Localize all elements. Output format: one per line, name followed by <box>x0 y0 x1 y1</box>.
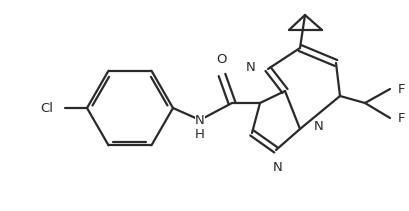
Text: F: F <box>397 83 405 96</box>
Text: H: H <box>195 127 204 141</box>
Text: Cl: Cl <box>40 101 53 115</box>
Text: N: N <box>272 161 282 174</box>
Text: N: N <box>246 61 255 73</box>
Text: N: N <box>195 115 204 127</box>
Text: N: N <box>313 120 323 134</box>
Text: F: F <box>397 111 405 124</box>
Text: O: O <box>216 53 227 66</box>
